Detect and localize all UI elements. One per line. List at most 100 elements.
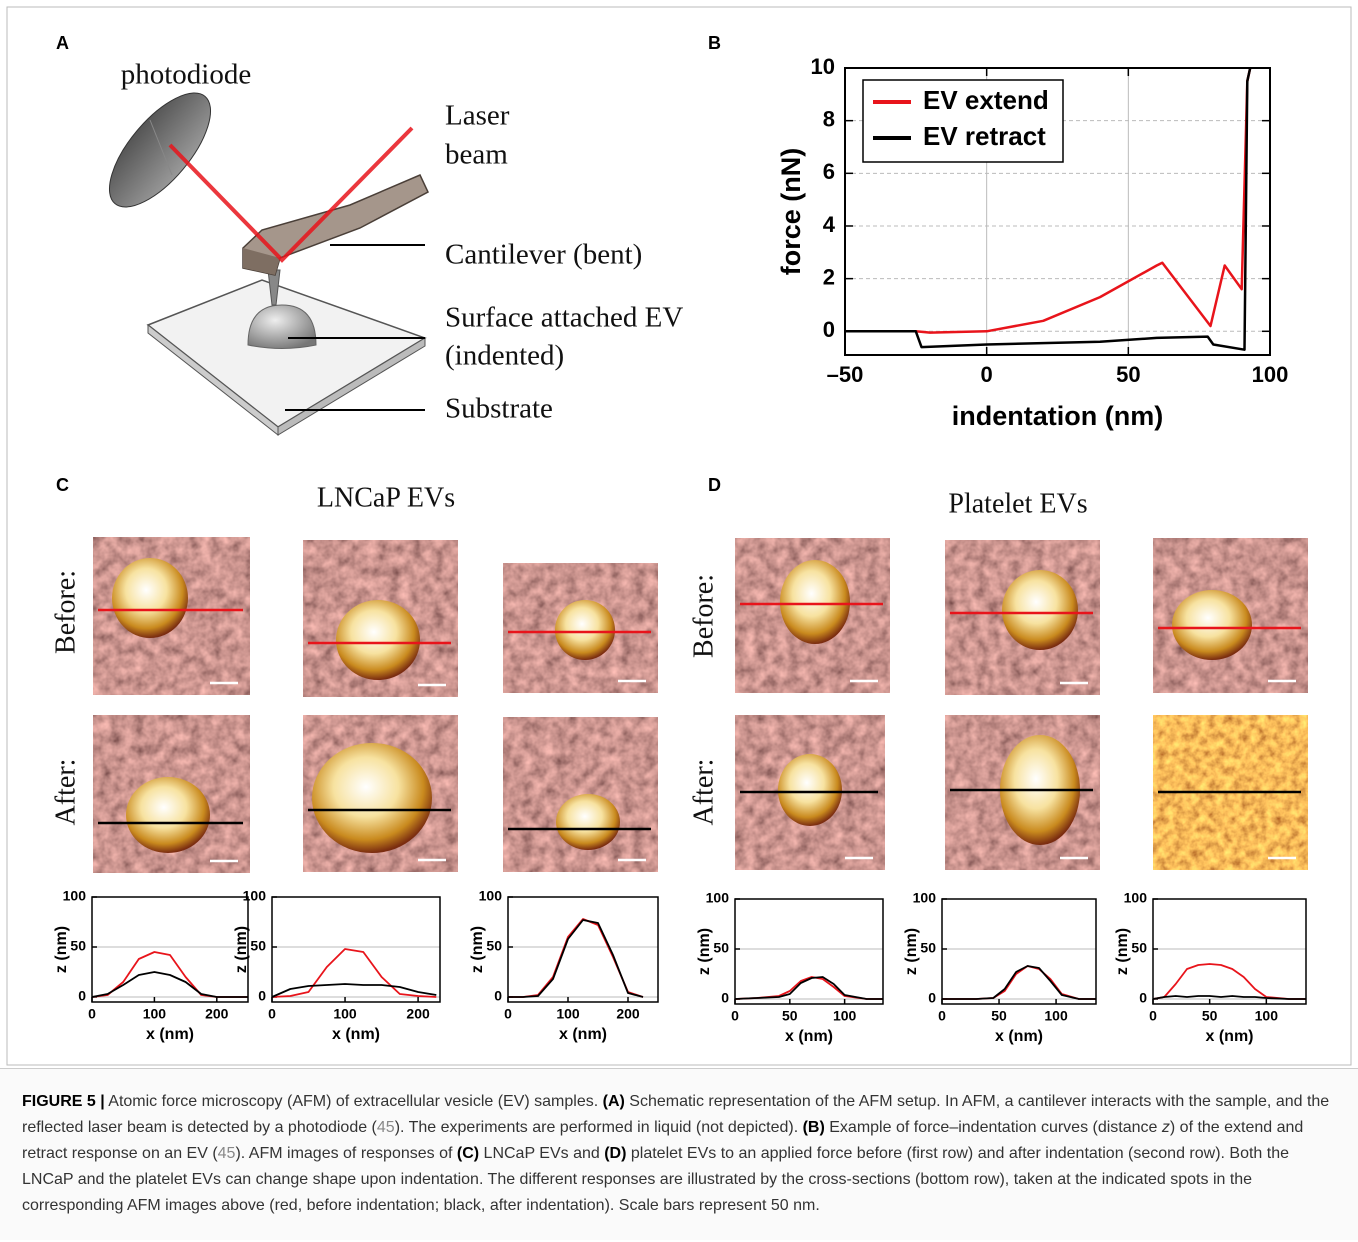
caption-text: Schematic representation of the AFM setu… [22, 1093, 1330, 1136]
x-tick-label: 0 [731, 1008, 739, 1024]
y-axis-label: z (nm) [53, 926, 70, 973]
plot-frame [844, 67, 1271, 356]
caption-text: 45 [217, 1145, 236, 1162]
row-label: Before: [688, 574, 719, 658]
caption-text: ) of the extend and retract response on … [22, 1119, 1304, 1162]
x-tick-label: 0 [268, 1006, 276, 1022]
plot-area [272, 897, 440, 1002]
y-tick-label: 100 [479, 888, 503, 904]
y-tick-label: 2 [823, 264, 835, 289]
y-tick-label: 0 [823, 317, 835, 342]
plot-area [508, 897, 658, 1002]
caption-text: platelet EVs to an applied force before … [22, 1145, 1290, 1214]
data-line [734, 976, 883, 1000]
x-tick-label: 0 [938, 1008, 946, 1024]
panel-title: Platelet EVs [948, 488, 1087, 519]
x-tick-label: –50 [827, 362, 864, 387]
x-tick-label: 0 [1149, 1008, 1157, 1024]
x-axis-label: x (nm) [1206, 1028, 1254, 1045]
vesicle [555, 600, 615, 660]
caption-text: ). The experiments are performed in liqu… [394, 1119, 803, 1136]
y-tick-label: 0 [78, 988, 86, 1004]
vesicle [778, 754, 842, 826]
panel-title: LNCaP EVs [317, 482, 455, 513]
vesicle [556, 794, 620, 850]
x-tick-label: 50 [991, 1008, 1007, 1024]
afm-diagram [108, 92, 429, 437]
x-tick-label: 50 [1202, 1008, 1218, 1024]
y-axis-label: z (nm) [903, 928, 920, 975]
row-label: After: [688, 759, 719, 826]
x-tick-label: 100 [833, 1008, 857, 1024]
diagram-label: (indented) [445, 340, 564, 372]
row-label: Before: [50, 570, 81, 654]
diagram-label: Cantilever (bent) [445, 239, 642, 271]
legend-label: EV retract [923, 121, 1046, 151]
plot-frame [1152, 898, 1307, 1005]
y-axis-label: force (nN) [776, 148, 806, 276]
y-axis-label: z (nm) [696, 928, 713, 975]
vesicle [780, 560, 850, 644]
y-tick-label: 10 [811, 54, 835, 79]
row-label: After: [50, 759, 81, 826]
data-line [91, 971, 248, 998]
x-tick-label: 100 [1252, 362, 1289, 387]
panel-label: A [56, 33, 69, 53]
diagram-label: photodiode [121, 59, 252, 91]
vesicle [112, 558, 188, 638]
x-tick-label: 0 [981, 362, 993, 387]
legend-label: EV extend [923, 85, 1049, 115]
data-line [942, 965, 1096, 1000]
data-line [271, 983, 437, 998]
vesicle [336, 600, 420, 680]
plot-frame [91, 896, 249, 1003]
y-tick-label: 0 [1139, 990, 1147, 1006]
y-axis-label: z (nm) [1114, 928, 1131, 975]
caption-text: Example of force–indentation curves (dis… [824, 1119, 1162, 1136]
x-tick-label: 200 [406, 1006, 430, 1022]
vesicle [1172, 590, 1252, 660]
x-axis-label: x (nm) [146, 1026, 194, 1043]
x-tick-label: 50 [782, 1008, 798, 1024]
diagram-label: Surface attached EV [445, 302, 683, 334]
caption-text: Atomic force microscopy (AFM) of extrace… [104, 1093, 603, 1110]
caption-text: (D) [604, 1145, 627, 1162]
panel-label: B [708, 33, 721, 53]
data-line [845, 67, 1252, 351]
caption-text: 45 [376, 1119, 395, 1136]
caption-text: FIGURE 5 | [22, 1093, 105, 1110]
x-tick-label: 200 [205, 1006, 229, 1022]
x-tick-label: 100 [1255, 1008, 1279, 1024]
caption: FIGURE 5 | Atomic force microscopy (AFM)… [0, 1068, 1358, 1240]
legend-box [862, 79, 1064, 163]
y-tick-label: 100 [243, 888, 267, 904]
y-tick-label: 50 [250, 938, 266, 954]
vesicle [312, 743, 432, 853]
data-line [1152, 995, 1306, 1000]
y-tick-label: 0 [494, 988, 502, 1004]
caption-text: (A) [602, 1093, 625, 1110]
figure-border [6, 6, 1352, 1066]
x-tick-label: 0 [88, 1006, 96, 1022]
y-tick-label: 8 [823, 106, 835, 131]
y-tick-label: 100 [1124, 890, 1148, 906]
data-line [508, 919, 644, 998]
caption-text: ). AFM images of responses of [235, 1145, 457, 1162]
plot-area [735, 899, 883, 1004]
y-tick-label: 0 [928, 990, 936, 1006]
y-tick-label: 100 [706, 890, 730, 906]
y-tick-label: 100 [63, 888, 87, 904]
x-tick-label: 100 [556, 1006, 580, 1022]
vesicle [1002, 570, 1078, 650]
y-tick-label: 4 [823, 212, 836, 237]
y-tick-label: 50 [1131, 940, 1147, 956]
y-tick-label: 100 [913, 890, 937, 906]
y-axis-label: z (nm) [469, 926, 486, 973]
diagram-label: beam [445, 139, 508, 171]
x-tick-label: 200 [616, 1006, 640, 1022]
data-line [845, 67, 1252, 334]
y-tick-label: 50 [713, 940, 729, 956]
caption-text: (C) [456, 1145, 480, 1162]
x-tick-label: 100 [333, 1006, 357, 1022]
caption-text: LNCaP EVs and [479, 1145, 605, 1162]
